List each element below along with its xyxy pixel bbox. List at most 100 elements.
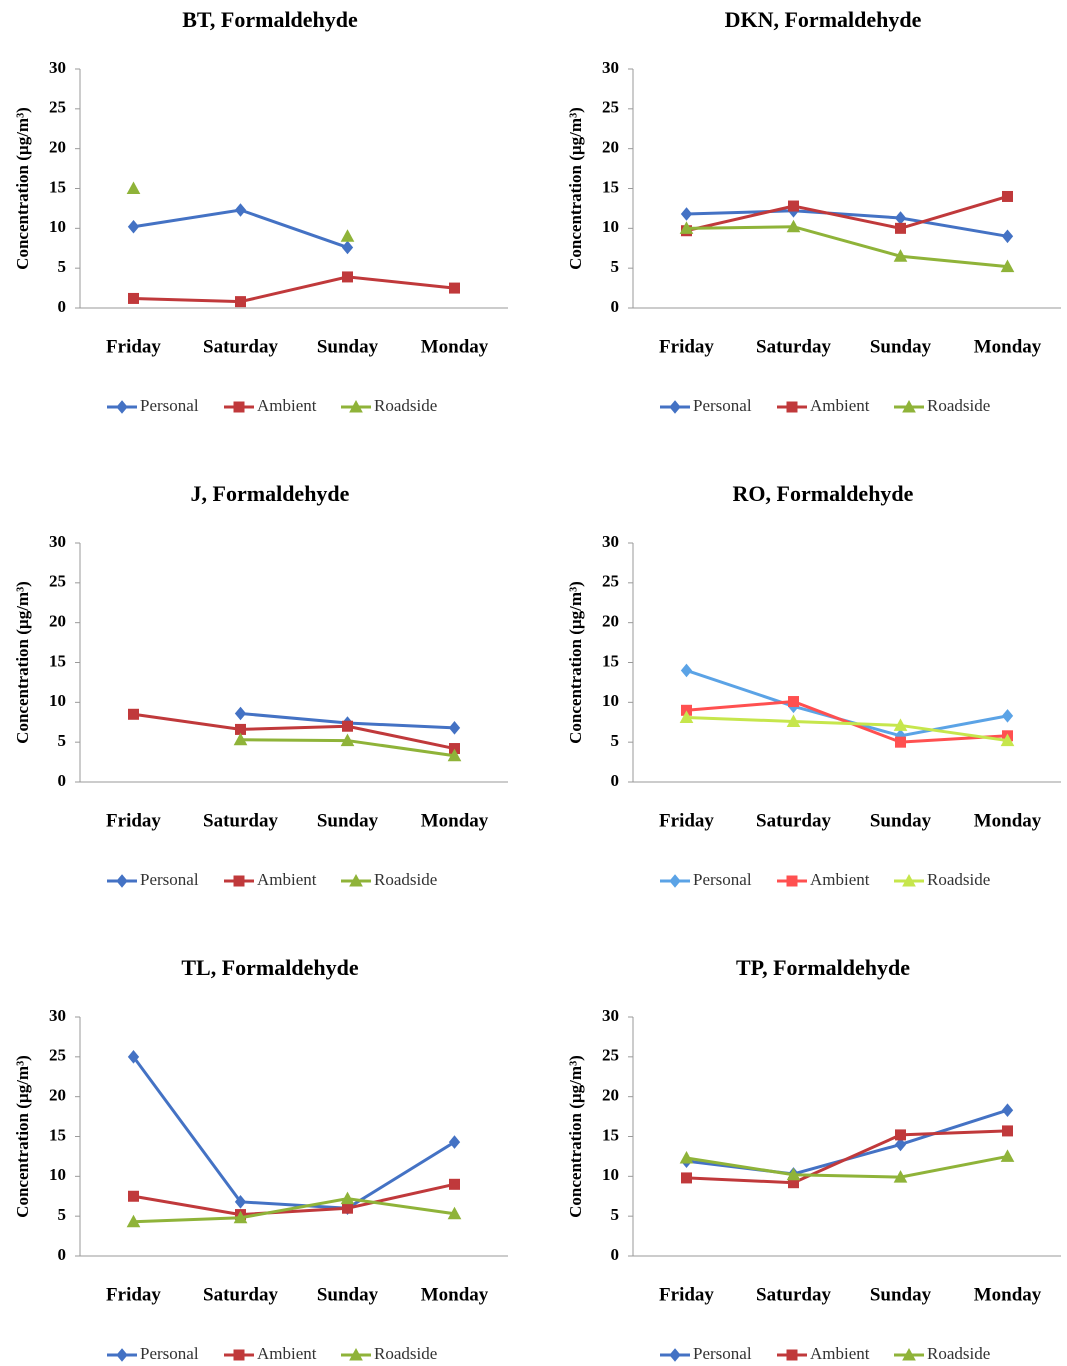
legend-label: Roadside: [374, 1344, 437, 1363]
y-tick-label: 5: [611, 731, 620, 750]
marker: [342, 1202, 353, 1214]
x-tick-label: Monday: [974, 810, 1042, 831]
marker: [893, 718, 908, 731]
marker: [902, 399, 916, 413]
y-tick-label: 0: [611, 1245, 620, 1264]
chart-panel: J, Formaldehyde Concentration (µg/m³) 0 5 10…: [13, 481, 508, 889]
y-axis-label: Concentration (µg/m³): [566, 581, 585, 744]
legend-label: Ambient: [257, 396, 317, 415]
x-tick-label: Saturday: [756, 810, 831, 831]
chart-title: BT, Formaldehyde: [182, 7, 358, 32]
y-tick-label: 30: [49, 58, 66, 77]
y-tick-label: 0: [58, 771, 67, 790]
legend-label: Personal: [140, 396, 199, 415]
marker: [340, 229, 355, 242]
marker: [681, 1172, 692, 1184]
marker: [669, 400, 681, 414]
marker: [893, 1170, 908, 1183]
y-tick-label: 10: [49, 217, 66, 236]
marker: [116, 1348, 128, 1362]
y-tick-label: 15: [602, 177, 619, 196]
y-tick-label: 25: [49, 572, 66, 591]
marker: [127, 219, 140, 234]
marker: [448, 1135, 461, 1149]
marker: [234, 706, 247, 721]
legend-label: Personal: [693, 1344, 752, 1363]
marker: [902, 873, 916, 887]
marker: [1000, 259, 1015, 273]
marker: [233, 875, 245, 887]
marker: [1000, 1149, 1015, 1162]
chart-title: J, Formaldehyde: [191, 481, 350, 506]
x-tick-label: Sunday: [317, 1284, 379, 1305]
marker: [894, 1137, 907, 1152]
marker: [680, 663, 693, 678]
legend-label: Roadside: [927, 870, 990, 889]
x-tick-label: Friday: [659, 810, 714, 831]
marker: [349, 399, 363, 413]
series-line: [686, 1129, 1008, 1185]
marker: [895, 736, 906, 748]
marker: [1001, 229, 1014, 244]
marker: [1002, 1125, 1013, 1137]
marker: [233, 1349, 245, 1361]
marker: [1002, 190, 1013, 202]
marker: [894, 211, 907, 225]
legend-label: Roadside: [374, 870, 437, 889]
marker: [234, 203, 247, 217]
y-tick-label: 20: [602, 612, 619, 631]
y-tick-label: 10: [602, 691, 619, 710]
marker: [679, 1150, 694, 1164]
chart-panel: DKN, Formaldehyde Concentration (µg/m³) 0 5…: [566, 7, 1061, 415]
x-tick-label: Saturday: [203, 336, 278, 357]
chart-panel: TP, Formaldehyde Concentration (µg/m³) 0 5 1…: [566, 955, 1061, 1363]
y-tick-label: 30: [602, 58, 619, 77]
marker: [895, 1129, 906, 1141]
x-tick-label: Friday: [659, 1284, 714, 1305]
marker: [786, 1167, 801, 1181]
x-tick-label: Friday: [659, 336, 714, 357]
legend-label: Roadside: [927, 396, 990, 415]
y-tick-label: 30: [602, 532, 619, 551]
y-axis-label: Concentration (µg/m³): [13, 107, 32, 270]
marker: [1000, 733, 1015, 747]
marker: [342, 720, 353, 732]
y-tick-label: 5: [58, 1205, 67, 1224]
marker: [895, 222, 906, 234]
y-tick-label: 30: [602, 1006, 619, 1025]
marker: [679, 710, 694, 723]
x-tick-label: Saturday: [203, 1284, 278, 1305]
series-line: [686, 715, 1008, 743]
series-line: [133, 1197, 455, 1224]
y-tick-label: 20: [602, 1086, 619, 1105]
y-axis-label: Concentration (µg/m³): [13, 1055, 32, 1218]
y-tick-label: 20: [602, 138, 619, 157]
marker: [116, 874, 128, 888]
legend-label: Ambient: [257, 1344, 317, 1363]
x-tick-label: Saturday: [203, 810, 278, 831]
series-line: [686, 225, 1008, 269]
chart-title: DKN, Formaldehyde: [725, 7, 922, 32]
y-axis-label: Concentration (µg/m³): [13, 581, 32, 744]
marker: [126, 181, 141, 194]
y-tick-label: 30: [49, 532, 66, 551]
x-tick-label: Friday: [106, 1284, 161, 1305]
marker: [342, 271, 353, 283]
x-tick-label: Saturday: [756, 336, 831, 357]
y-tick-label: 25: [602, 98, 619, 117]
series-line: [133, 1182, 455, 1217]
x-tick-label: Monday: [974, 336, 1042, 357]
legend-label: Ambient: [810, 396, 870, 415]
y-axis-label: Concentration (µg/m³): [566, 1055, 585, 1218]
y-tick-label: 30: [49, 1006, 66, 1025]
x-tick-label: Sunday: [870, 1284, 932, 1305]
x-tick-label: Monday: [421, 1284, 489, 1305]
marker: [128, 708, 139, 720]
x-tick-label: Sunday: [317, 810, 379, 831]
marker: [127, 1050, 140, 1064]
y-tick-label: 0: [611, 297, 620, 316]
y-tick-label: 5: [58, 257, 67, 276]
chart-panel: TL, Formaldehyde Concentration (µg/m³) 0 5 1…: [13, 955, 508, 1363]
y-axis-label: Concentration (µg/m³): [566, 107, 585, 270]
